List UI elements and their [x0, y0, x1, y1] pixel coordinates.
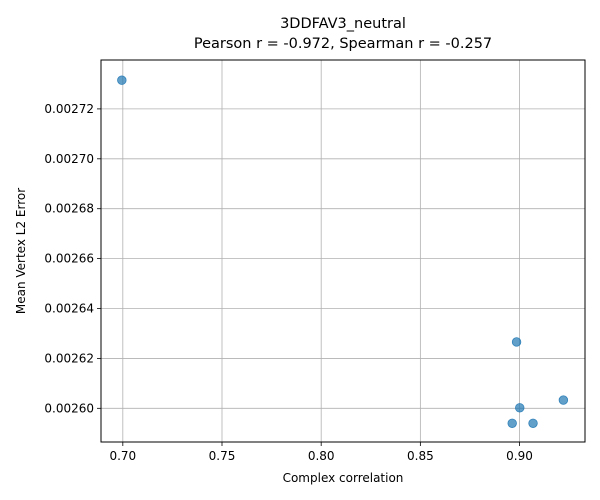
plot-frame: [100, 59, 586, 443]
x-tick-label: 0.85: [407, 449, 434, 463]
data-point: [558, 395, 569, 405]
x-axis-ticks: 0.70 0.75 0.80 0.85 0.90: [109, 442, 533, 463]
chart-subtitle: Pearson r = -0.972, Spearman r = -0.257: [194, 36, 492, 52]
y-tick-label: 0.00268: [44, 202, 94, 216]
y-axis-label: Mean Vertex L2 Error: [14, 188, 28, 314]
data-point: [507, 418, 517, 428]
grid: [101, 60, 585, 442]
y-axis-ticks: 0.00260 0.00262 0.00264 0.00266 0.00268 0.002…: [44, 102, 101, 415]
y-tick-label: 0.00260: [44, 401, 94, 415]
data-point: [117, 75, 127, 85]
x-tick-label: 0.75: [209, 449, 236, 463]
data-point: [511, 337, 522, 347]
y-tick-label: 0.00264: [44, 302, 94, 316]
data-point: [515, 403, 525, 413]
y-tick-label: 0.00266: [44, 252, 94, 266]
y-tick-label: 0.00272: [44, 102, 94, 116]
chart-title: 3DDFAV3_neutral: [280, 16, 406, 32]
y-tick-label: 0.00270: [44, 152, 94, 166]
x-axis-label: Complex correlation: [283, 471, 404, 485]
x-tick-label: 0.80: [308, 449, 335, 463]
data-point: [528, 418, 538, 428]
x-tick-label: 0.70: [109, 449, 136, 463]
y-tick-label: 0.00262: [44, 351, 94, 365]
data-points: [117, 75, 569, 428]
x-tick-label: 0.90: [506, 449, 533, 463]
